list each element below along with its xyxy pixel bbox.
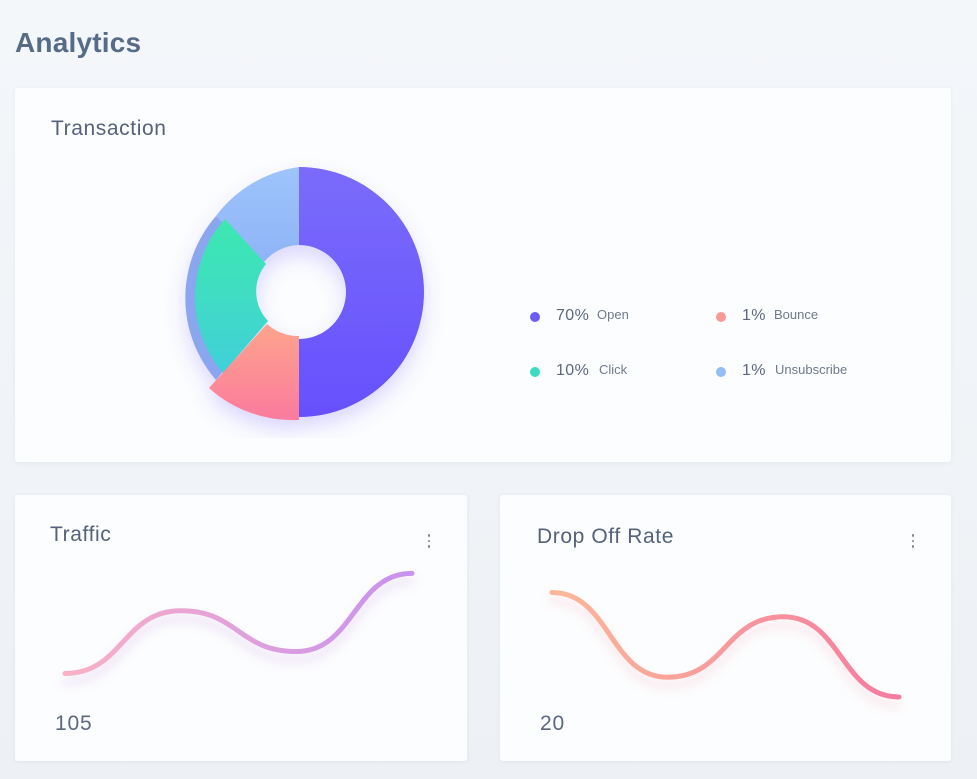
legend-value-bounce: 1% — [742, 307, 766, 324]
donut-slice-open — [299, 167, 424, 417]
legend-value-unsubscribe: 1% — [742, 362, 766, 379]
legend-dot-open — [530, 312, 540, 322]
donut-slice-bounce — [209, 324, 299, 421]
legend-label-unsubscribe: Unsubscribe — [775, 362, 848, 377]
legend-dot-unsubscribe — [716, 367, 726, 377]
traffic-value: 105 — [55, 712, 93, 735]
transaction-donut-chart — [185, 167, 424, 421]
drop-off-title: Drop Off Rate — [537, 525, 674, 548]
drop-off-value: 20 — [540, 712, 565, 735]
traffic-series-line — [62, 570, 415, 676]
drop-off-menu-kebab-icon[interactable] — [907, 532, 919, 550]
drop-off-line-chart — [549, 590, 902, 700]
traffic-title: Traffic — [50, 523, 112, 546]
traffic-card: Traffic 105 — [15, 495, 467, 761]
legend-value-open: 70% — [556, 307, 590, 324]
drop-off-series-line — [549, 590, 902, 700]
legend-value-click: 10% — [556, 362, 590, 379]
page-title: Analytics — [15, 27, 142, 58]
legend-label-bounce: Bounce — [774, 307, 819, 322]
donut-slice-unsubscribe — [216, 167, 299, 262]
legend-dot-bounce — [716, 312, 726, 322]
legend-label-open: Open — [597, 307, 629, 322]
transaction-title: Transaction — [51, 117, 167, 140]
traffic-line-chart — [62, 570, 415, 676]
traffic-menu-kebab-icon[interactable] — [423, 532, 435, 550]
drop-off-card: Drop Off Rate 20 — [500, 495, 951, 761]
transaction-card: Transaction — [15, 88, 951, 462]
legend-dot-click — [530, 367, 540, 377]
donut-slice-click — [195, 219, 268, 373]
legend-label-click: Click — [599, 362, 628, 377]
